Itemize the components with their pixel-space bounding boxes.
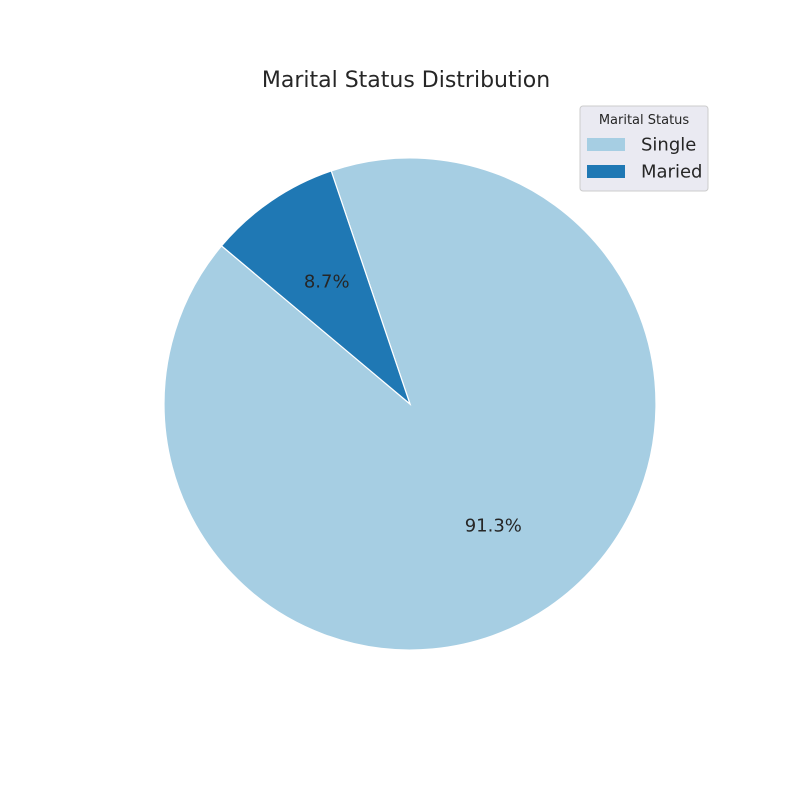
pie-slice-maried xyxy=(220,170,412,406)
legend-title: Marital Status xyxy=(599,113,690,128)
legend: Marital Status Single Maried xyxy=(579,105,709,192)
legend-label-single: Single xyxy=(641,135,696,156)
legend-label-maried: Maried xyxy=(641,162,702,183)
legend-items: Single Maried xyxy=(587,135,702,183)
legend-swatch-single xyxy=(587,138,625,151)
chart-title: Marital Status Distribution xyxy=(262,68,550,93)
pie-slices xyxy=(163,157,657,651)
pie-labels: 91.3% 8.7% xyxy=(304,272,522,537)
legend-swatch-maried xyxy=(587,165,625,178)
pie-label-maried: 8.7% xyxy=(304,272,350,293)
pie-label-single: 91.3% xyxy=(465,515,522,536)
